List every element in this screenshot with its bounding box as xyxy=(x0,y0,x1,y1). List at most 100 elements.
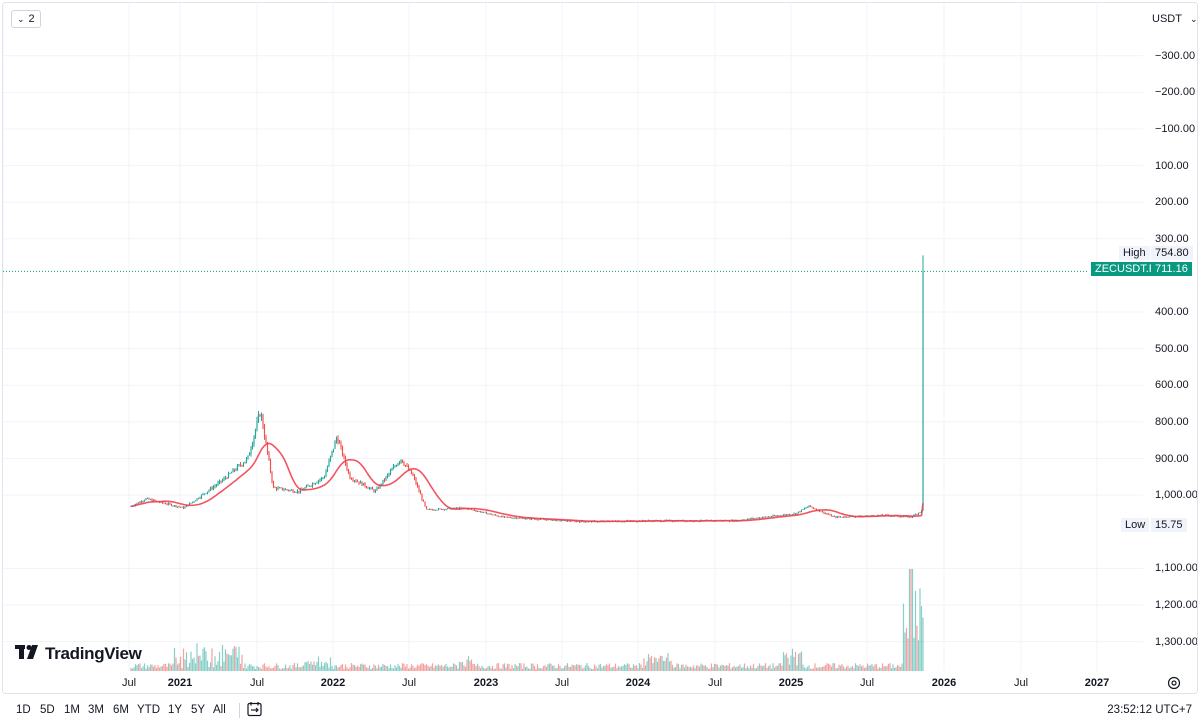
candle-body xyxy=(214,485,216,487)
volume-bar xyxy=(773,667,776,671)
time-tick-label: 2022 xyxy=(320,677,346,689)
volume-bar xyxy=(875,664,878,671)
volume-bar xyxy=(424,665,426,671)
volume-bar xyxy=(613,666,615,671)
chevron-down-icon: ⌄ xyxy=(1189,13,1198,24)
candle-body xyxy=(310,485,312,487)
candle-body xyxy=(415,478,417,484)
gear-icon[interactable] xyxy=(1166,675,1182,691)
candle-body xyxy=(752,518,755,519)
volume-bar xyxy=(916,625,918,671)
range-button-6m[interactable]: 6M xyxy=(113,704,129,716)
candle-body xyxy=(769,516,771,518)
candle-body xyxy=(481,512,483,513)
candle-body xyxy=(839,516,842,518)
volume-bar xyxy=(826,663,828,671)
chart-pane[interactable]: ⌄ 2 USDT ⌄ 1,300.00 1,200.00 1,100.00 1,000… xyxy=(2,2,1198,694)
candle-body xyxy=(776,515,779,517)
currency-selector[interactable]: USDT ⌄ xyxy=(1148,9,1198,29)
volume-bar xyxy=(368,665,371,671)
volume-bar xyxy=(343,668,345,671)
candle-body xyxy=(287,489,290,491)
range-button-5y[interactable]: 5Y xyxy=(191,704,206,716)
volume-bar xyxy=(574,665,576,671)
volume-bar xyxy=(148,667,150,671)
volume-bar xyxy=(472,663,474,671)
volume-bar xyxy=(488,665,491,671)
candle-body xyxy=(472,509,474,511)
candle-body xyxy=(328,460,330,467)
volume-bar xyxy=(646,661,648,671)
volume-bar xyxy=(568,666,570,671)
candle-body xyxy=(434,509,437,511)
candle-body xyxy=(176,506,179,508)
volume-bar xyxy=(619,667,621,671)
tradingview-logo[interactable]: TradingView xyxy=(15,643,142,664)
candle-body xyxy=(517,518,519,520)
range-button-3m[interactable]: 3M xyxy=(88,704,104,716)
candle-body xyxy=(845,516,848,518)
volume-bar xyxy=(158,667,161,671)
volume-bar xyxy=(184,659,186,671)
candle-body xyxy=(778,515,780,517)
range-button-all[interactable]: All xyxy=(213,704,226,716)
volume-bar xyxy=(133,667,135,671)
volume-bar xyxy=(136,665,138,671)
legend-toggle-button[interactable]: ⌄ 2 xyxy=(11,10,41,28)
candle-body xyxy=(137,502,140,504)
range-button-ytd[interactable]: YTD xyxy=(137,704,160,716)
volume-bar xyxy=(166,666,168,671)
candle-body xyxy=(172,505,174,507)
volume-bar xyxy=(781,665,783,671)
candle-body xyxy=(215,484,218,486)
volume-bar xyxy=(724,666,726,671)
candle-body xyxy=(515,517,518,519)
volume-bar xyxy=(278,668,281,671)
candle-body xyxy=(239,464,242,466)
candle-body xyxy=(574,520,576,522)
volume-bar xyxy=(712,667,714,671)
range-button-5d[interactable]: 5D xyxy=(40,704,55,716)
candle-body xyxy=(545,519,548,521)
volume-bar xyxy=(365,667,368,671)
candle-body xyxy=(583,521,585,523)
price-chart[interactable] xyxy=(3,3,1198,694)
volume-bar xyxy=(226,653,228,671)
volume-bar xyxy=(814,663,816,671)
candle-body xyxy=(194,500,197,502)
clock-timezone[interactable]: 23:52:12 UTC+7 xyxy=(1107,704,1192,716)
volume-bar xyxy=(169,663,171,671)
volume-bar xyxy=(698,666,701,671)
range-button-1y[interactable]: 1Y xyxy=(168,704,183,716)
candle-body xyxy=(260,415,263,417)
volume-bar xyxy=(476,663,479,671)
volume-bar xyxy=(851,665,854,671)
volume-bar xyxy=(710,663,713,671)
volume-bar xyxy=(470,659,473,671)
range-button-1m[interactable]: 1M xyxy=(64,704,80,716)
candle-body xyxy=(908,516,911,518)
volume-bar xyxy=(634,665,636,671)
bottom-toolbar: 1D 5D 1M 3M 6M YTD 1Y 5Y All 23:52:12 UTC+7 xyxy=(0,696,1200,725)
volume-bar xyxy=(658,658,660,671)
volume-bar xyxy=(262,664,264,671)
volume-bar xyxy=(782,652,785,671)
volume-bar xyxy=(854,663,857,671)
chevron-down-icon: ⌄ xyxy=(17,13,25,24)
calendar-range-icon[interactable] xyxy=(246,700,264,718)
candle-body xyxy=(616,521,618,523)
volume-bar xyxy=(335,665,338,671)
volume-bar xyxy=(922,617,924,671)
price-tick-label: 900.00 xyxy=(1155,452,1189,465)
range-button-1d[interactable]: 1D xyxy=(16,704,31,716)
volume-bar xyxy=(463,665,465,671)
volume-bar xyxy=(800,651,803,671)
candle-body xyxy=(242,463,245,466)
volume-bar xyxy=(455,665,458,671)
volume-bar xyxy=(706,666,708,671)
volume-bar xyxy=(224,649,227,671)
volume-bar xyxy=(229,655,231,671)
candle-body xyxy=(410,470,413,475)
volume-bar xyxy=(562,668,564,671)
